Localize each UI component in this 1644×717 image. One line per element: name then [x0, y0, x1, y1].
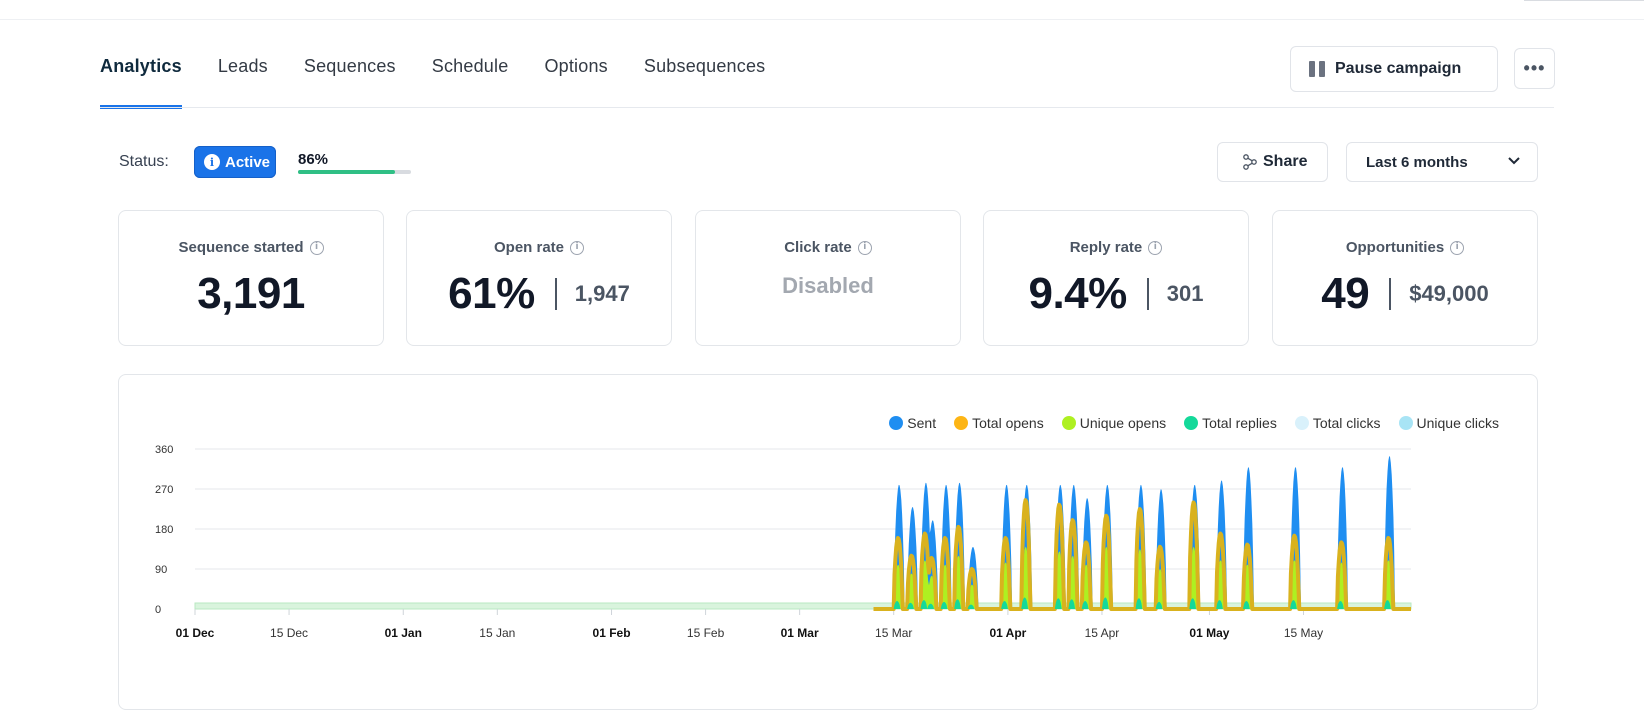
tab-leads[interactable]: Leads — [217, 56, 268, 76]
legend-item[interactable]: Total opens — [954, 415, 1044, 431]
info-icon[interactable]: i — [857, 240, 872, 255]
share-label: Share — [1263, 153, 1308, 170]
info-icon[interactable]: i — [1450, 240, 1465, 255]
x-tick-label: 15 Jan — [479, 626, 515, 640]
y-tick-label: 0 — [155, 604, 161, 616]
status-label: Status: — [119, 153, 169, 170]
legend-item[interactable]: Unique clicks — [1398, 415, 1499, 431]
y-tick-label: 270 — [155, 484, 173, 496]
more-icon: ••• — [1523, 58, 1546, 78]
header-divider — [0, 19, 1644, 20]
reply-rate-card: Reply rate i 9.4% 301 — [983, 210, 1249, 346]
value-separator — [554, 278, 557, 310]
x-tick-label: 01 May — [1189, 626, 1229, 640]
open-rate-card: Open rate i 61% 1,947 — [406, 210, 672, 346]
x-tick-label: 15 May — [1284, 626, 1323, 640]
chevron-down-icon — [1508, 157, 1520, 165]
date-range-select[interactable]: Last 6 months — [1346, 142, 1538, 182]
info-icon[interactable]: i — [309, 240, 324, 255]
x-tick-label: 01 Feb — [593, 626, 631, 640]
legend-item[interactable]: Total replies — [1184, 415, 1277, 431]
legend-label: Sent — [907, 415, 937, 431]
legend-item[interactable]: Total clicks — [1294, 415, 1381, 431]
value-separator — [1389, 278, 1392, 310]
info-icon[interactable]: i — [570, 240, 585, 255]
legend-label: Unique clicks — [1416, 415, 1499, 431]
progress-bar — [298, 170, 411, 174]
progress-bar-fill — [298, 170, 396, 174]
legend-label: Total clicks — [1312, 415, 1381, 431]
x-tick-label: 15 Mar — [875, 626, 912, 640]
tab-options[interactable]: Options — [544, 56, 608, 76]
open-rate-count: 1,947 — [574, 281, 630, 306]
x-tick-label: 01 Jan — [385, 626, 422, 640]
x-tick-label: 15 Feb — [687, 626, 725, 640]
legend-swatch — [954, 416, 969, 430]
pause-campaign-label: Pause campaign — [1335, 60, 1462, 77]
status-badge: i Active — [194, 146, 276, 178]
click-rate-label: Click rate — [784, 239, 852, 256]
tab-subsequences[interactable]: Subsequences — [643, 56, 766, 76]
tab-schedule[interactable]: Schedule — [431, 56, 509, 76]
legend-swatch — [1061, 416, 1076, 430]
legend-swatch — [1294, 416, 1309, 430]
pause-icon — [1309, 61, 1325, 77]
top-edge-line — [1524, 0, 1644, 1]
click-rate-value: Disabled — [782, 273, 874, 298]
legend-item[interactable]: Unique opens — [1061, 415, 1167, 431]
reply-rate-label: Reply rate — [1069, 239, 1143, 256]
status-badge-label: Active — [225, 153, 271, 171]
opportunities-label: Opportunities — [1345, 239, 1445, 256]
reply-count: 301 — [1166, 281, 1204, 306]
more-options-button[interactable]: ••• — [1514, 48, 1555, 89]
sequence-started-card: Sequence started i 3,191 — [118, 210, 384, 346]
baseline-band — [194, 602, 1412, 610]
x-tick-label: 01 Mar — [781, 626, 819, 640]
open-rate-label: Open rate — [493, 239, 565, 256]
total-opens-series — [872, 498, 1413, 611]
legend-swatch — [889, 416, 904, 430]
opportunities-amount: $49,000 — [1409, 281, 1489, 306]
y-tick-label: 360 — [155, 444, 173, 456]
y-tick-label: 180 — [155, 524, 173, 536]
pause-campaign-button[interactable]: Pause campaign — [1290, 46, 1498, 92]
sequence-started-value: 3,191 — [197, 269, 305, 318]
legend-label: Unique opens — [1079, 415, 1167, 431]
legend-swatch — [1398, 416, 1413, 430]
legend-label: Total opens — [972, 415, 1044, 431]
sequence-started-label: Sequence started — [178, 239, 304, 256]
info-icon: i — [204, 154, 220, 170]
date-range-value: Last 6 months — [1366, 153, 1468, 171]
campaign-tabs: Analytics Leads Sequences Schedule Optio… — [100, 44, 801, 109]
open-rate-value: 61% — [448, 269, 535, 318]
reply-rate-value: 9.4% — [1028, 269, 1127, 318]
opportunities-card: Opportunities i 49 $49,000 — [1272, 210, 1538, 346]
y-tick-label: 90 — [155, 564, 167, 576]
info-icon[interactable]: i — [1148, 240, 1163, 255]
share-icon — [1243, 154, 1257, 170]
chart-canvas: 0 90 180 270 360 01 Dec 15 Dec 01 Jan 15 Jan 01 F… — [155, 444, 1413, 640]
tab-sequences[interactable]: Sequences — [303, 56, 396, 76]
click-rate-card: Click rate i Disabled — [695, 210, 961, 346]
x-tick-label: 01 Dec — [176, 626, 215, 640]
tabs-divider — [100, 107, 1554, 108]
analytics-chart: Sent Total opens Unique opens Total replies… — [118, 374, 1538, 710]
opportunities-value: 49 — [1321, 269, 1370, 318]
value-separator — [1146, 278, 1149, 310]
legend-item[interactable]: Sent — [889, 415, 936, 431]
legend-swatch — [1184, 416, 1199, 430]
x-tick-label: 15 Dec — [270, 626, 308, 640]
tab-analytics[interactable]: Analytics — [100, 44, 182, 109]
x-tick-label: 15 Apr — [1085, 626, 1120, 640]
progress-value: 86% — [298, 151, 329, 168]
x-tick-label: 01 Apr — [989, 626, 1026, 640]
chart-legend: Sent Total opens Unique opens Total replies… — [871, 415, 1499, 431]
share-button[interactable]: Share — [1217, 142, 1328, 182]
legend-label: Total replies — [1202, 415, 1277, 431]
